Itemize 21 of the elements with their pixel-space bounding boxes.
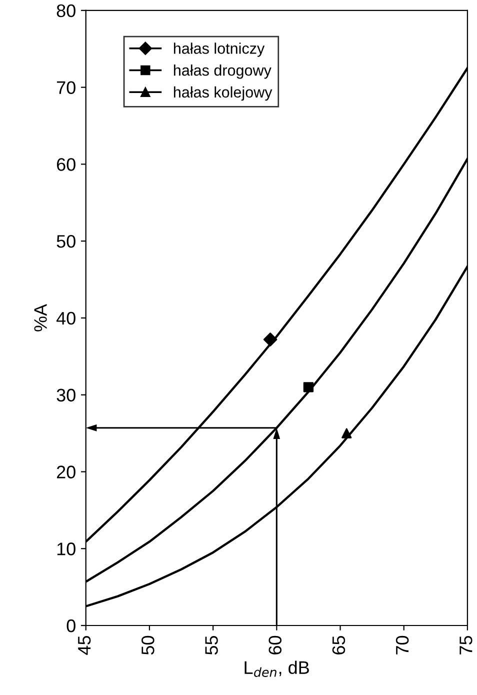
- y-tick-label: 0: [66, 619, 76, 632]
- x-tick-label: 55: [205, 636, 218, 655]
- x-tick-label: 75: [460, 636, 472, 654]
- x-axis-title: L$_{den}$, dB: [244, 660, 309, 677]
- y-tick-label: 50: [56, 235, 76, 248]
- y-tick-label: 40: [56, 312, 76, 325]
- x-tick-label: 65: [332, 636, 346, 654]
- legend-label: hałas lotniczy: [174, 42, 265, 57]
- x-tick-label: 70: [396, 636, 409, 654]
- legend-label: hałas kolejowy: [174, 86, 272, 101]
- legend-label: hałas drogowy: [174, 64, 272, 79]
- x-tick-label: 50: [142, 636, 154, 655]
- y-tick-label: 30: [56, 388, 76, 402]
- x-tick-label: 60: [268, 636, 282, 654]
- y-tick-label: 20: [56, 466, 76, 478]
- y-axis-title: %A: [34, 304, 47, 332]
- y-tick-label: 60: [56, 158, 76, 171]
- y-tick-label: 80: [56, 4, 76, 18]
- y-tick-label: 70: [56, 81, 76, 94]
- x-tick-label: 45: [78, 636, 91, 655]
- y-tick-label: 10: [57, 542, 76, 556]
